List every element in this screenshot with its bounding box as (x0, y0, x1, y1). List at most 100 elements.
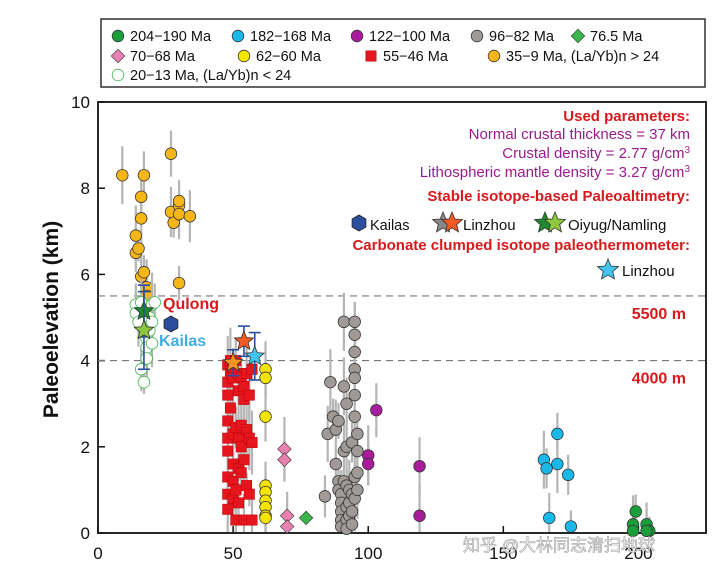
series-96-82-ma (318, 292, 364, 535)
annotations: Used parameters:Normal crustal thickness… (351, 108, 691, 555)
parameter-line: Lithospheric mantle density = 3.27 g/cm3 (420, 164, 691, 182)
data-point (413, 509, 426, 522)
data-point (243, 488, 255, 500)
data-point (351, 427, 364, 441)
used-parameters-title: Used parameters: (563, 108, 690, 125)
series-204-190-ma (626, 494, 656, 538)
estimate-linzhou-clumped (244, 331, 266, 381)
data-point (348, 371, 361, 385)
legend-entry-182-168-ma: 182−168 Ma (231, 29, 332, 45)
isotope-title: Stable isotope-based Paleoaltimetry: (427, 188, 690, 205)
x-tick-label: 50 (224, 544, 243, 563)
data-point (129, 229, 143, 242)
data-point (238, 454, 250, 466)
data-point (540, 462, 553, 475)
legend-entry-96-82-ma: 96−82 Ma (470, 29, 555, 45)
data-point (224, 402, 236, 414)
x-tick-label: 0 (93, 544, 102, 563)
parameter-line: Crustal density = 2.77 g/cm3 (502, 145, 690, 163)
reference-label-4000-m: 4000 m (632, 371, 686, 388)
legend-marker (237, 49, 251, 63)
linzhou-star-icon-2 (440, 210, 464, 233)
data-point (348, 345, 361, 359)
data-point (324, 375, 337, 389)
isotope-item-kailas: Kailas (370, 218, 410, 234)
estimate-linzhou (233, 325, 255, 358)
data-point (362, 457, 375, 471)
isotope-item-linzhou: Linzhou (463, 217, 516, 234)
data-point (351, 444, 364, 458)
legend-label: 182−168 Ma (250, 29, 332, 45)
data-point (277, 452, 292, 467)
legend-box (100, 18, 706, 88)
legend-entry-122-100-ma: 122−100 Ma (350, 29, 451, 45)
data-point (351, 466, 364, 479)
y-axis-label: Paleoelevation (km) (40, 221, 63, 418)
data-point (137, 266, 151, 279)
series-62-60-ma (259, 341, 272, 532)
data-point (348, 388, 361, 402)
data-point (148, 296, 161, 309)
parameter-line: Normal crustal thickness = 37 km (469, 126, 690, 143)
kailas-hexagon-icon (351, 214, 367, 232)
legend-label: 204−190 Ma (130, 29, 212, 45)
estimate-marker (233, 330, 255, 351)
data-point (340, 397, 353, 410)
data-point (222, 389, 234, 401)
clumped-isotope-title: Carbonate clumped isotope paleothermomet… (352, 237, 690, 254)
data-point (629, 505, 642, 518)
data-point (332, 414, 345, 428)
data-point (132, 242, 145, 255)
data-point (137, 375, 151, 389)
x-tick-label: 200 (624, 544, 652, 563)
legend-label: 55−46 Ma (383, 49, 449, 65)
y-tick-label: 2 (81, 438, 90, 457)
isotope-legend: Kailas Linzhou Oiyug/Namling (351, 210, 666, 234)
data-point (543, 511, 556, 525)
data-point (259, 410, 272, 423)
series-35-9-ma-la-yb-n-24 (116, 130, 197, 316)
legend-entry-204-190-ma: 204−190 Ma (111, 29, 212, 45)
series-70-68-ma (277, 416, 295, 534)
estimate-linzhou (222, 349, 244, 377)
watermark-text: 知乎 @大林同志清扫地球 (463, 536, 655, 555)
data-point (564, 520, 578, 533)
legend-marker (111, 68, 125, 82)
data-point (246, 363, 258, 375)
legend-entry-70-68-ma: 70−68 Ma (110, 48, 196, 65)
legend-label: 76.5 Ma (590, 29, 643, 45)
estimate-marker (133, 319, 155, 340)
legend-marker (111, 29, 125, 43)
y-tick-label: 10 (71, 93, 90, 112)
legend-entry-55-46-ma: 55−46 Ma (365, 49, 449, 65)
data-point (135, 190, 148, 204)
series-76-5-ma (298, 510, 314, 526)
data-point (172, 276, 186, 290)
data-point (551, 427, 564, 441)
legend: 204−190 Ma 182−168 Ma 122−100 Ma 96−82 Ma 76… (100, 18, 706, 88)
estimate-oiyug-namling (133, 290, 155, 371)
data-point (329, 457, 342, 471)
data-point (140, 352, 153, 365)
data-point (259, 511, 272, 525)
data-point (259, 371, 272, 385)
data-point (413, 459, 426, 473)
data-point (183, 210, 197, 223)
region-label-kailas: Kailas (159, 333, 206, 350)
estimate-marker (244, 345, 266, 366)
data-point (137, 169, 151, 182)
legend-label: 62−60 Ma (256, 49, 322, 65)
data-point (318, 490, 332, 503)
data-point (348, 410, 361, 423)
y-tick-label: 6 (81, 265, 90, 284)
data-point (243, 389, 255, 401)
data-point (235, 441, 247, 453)
estimate-kailas (163, 315, 179, 333)
data-point (235, 467, 247, 479)
clumped-linzhou-star-icon (596, 257, 620, 280)
data-point (345, 505, 359, 518)
legend-marker (231, 29, 245, 43)
legend-entry-20-13-ma-la-yb-n-24: 20−13 Ma, (La/Yb)n < 24 (111, 68, 291, 84)
